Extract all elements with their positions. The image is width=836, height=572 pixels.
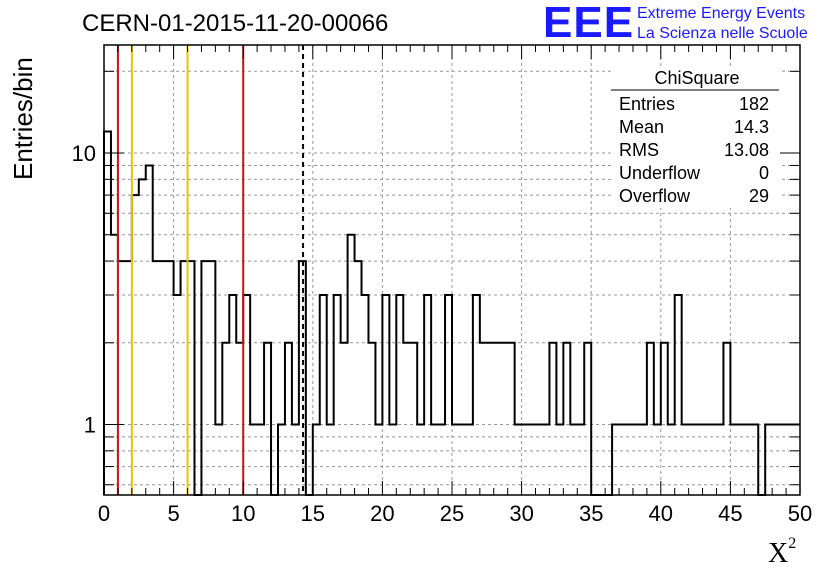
stats-row-label: RMS [619, 140, 659, 160]
x-tick-label: 45 [718, 501, 742, 526]
stats-row-value: 14.3 [734, 117, 769, 137]
chart-title: CERN-01-2015-11-20-00066 [82, 10, 389, 37]
stats-row-value: 0 [759, 163, 769, 183]
y-tick-label: 1 [84, 413, 96, 438]
x-tick-label: 20 [370, 501, 394, 526]
stats-row-value: 13.08 [724, 140, 769, 160]
x-tick-label: 10 [231, 501, 255, 526]
stats-row-value: 182 [739, 94, 769, 114]
x-tick-label: 0 [98, 501, 110, 526]
x-axis-label-superscript: 2 [788, 534, 797, 552]
histogram-bars [103, 130, 800, 496]
x-tick-label: 15 [301, 501, 325, 526]
stats-row-label: Entries [619, 94, 675, 114]
reference-lines [116, 45, 305, 495]
eee-logo: EEE Extreme Energy Events La Scienza nel… [543, 0, 833, 47]
x-axis-label-text: X [768, 538, 789, 569]
x-tick-label: 30 [509, 501, 533, 526]
y-tick-label: 10 [72, 141, 96, 166]
stats-row-label: Overflow [619, 186, 691, 206]
y-axis-label: Entries/bin [8, 57, 38, 180]
axis-ticks: 0 5 10 15 20 25 30 35 40 45 50 1 10 [72, 45, 812, 526]
logo-line-2: La Scienza nelle Scuole [637, 25, 808, 42]
x-tick-label: 5 [167, 501, 179, 526]
x-tick-label: 50 [788, 501, 812, 526]
stats-box: ChiSquare Entries 182 Mean 14.3 RMS 13.08 Under… [611, 68, 779, 208]
stats-box-bg [611, 68, 779, 208]
x-tick-label: 40 [649, 501, 673, 526]
stats-box-title: ChiSquare [654, 68, 739, 88]
stats-row-label: Underflow [619, 163, 701, 183]
x-tick-label: 25 [440, 501, 464, 526]
logo-mark: EEE [543, 0, 635, 47]
stats-row-label: Mean [619, 117, 664, 137]
x-tick-label: 35 [579, 501, 603, 526]
logo-line-1: Extreme Energy Events [637, 5, 806, 22]
x-axis-label: X2 [768, 534, 797, 570]
histogram-outline [103, 130, 800, 496]
stats-row-value: 29 [749, 186, 769, 206]
